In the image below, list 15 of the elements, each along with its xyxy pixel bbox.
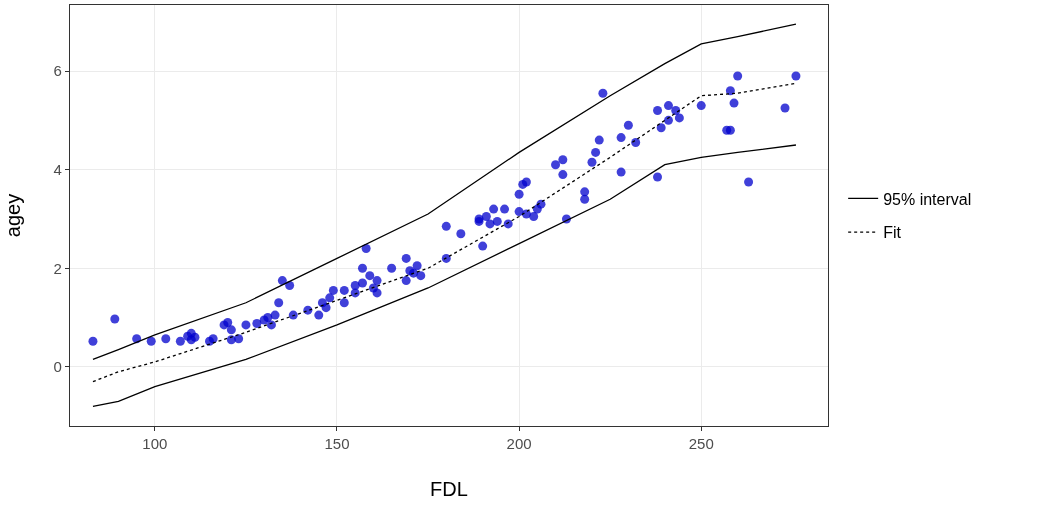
- x-tick-label: 250: [688, 435, 714, 453]
- x-tick-label: 150: [324, 435, 350, 453]
- line-series: [92, 144, 797, 407]
- legend-label: 95% interval: [883, 190, 972, 208]
- x-tick-label: 100: [142, 435, 168, 453]
- line-series: [92, 82, 797, 383]
- y-tick-label: 0: [53, 358, 62, 376]
- y-tick-label: 2: [53, 259, 62, 277]
- legend-label: Fit: [883, 224, 902, 242]
- x-tick-label: 200: [506, 435, 532, 453]
- x-axis-title: FDL: [430, 478, 468, 501]
- y-tick-label: 4: [53, 160, 62, 178]
- line-series: [92, 23, 797, 361]
- y-axis-title: agey: [1, 193, 24, 238]
- y-tick-label: 6: [53, 62, 62, 80]
